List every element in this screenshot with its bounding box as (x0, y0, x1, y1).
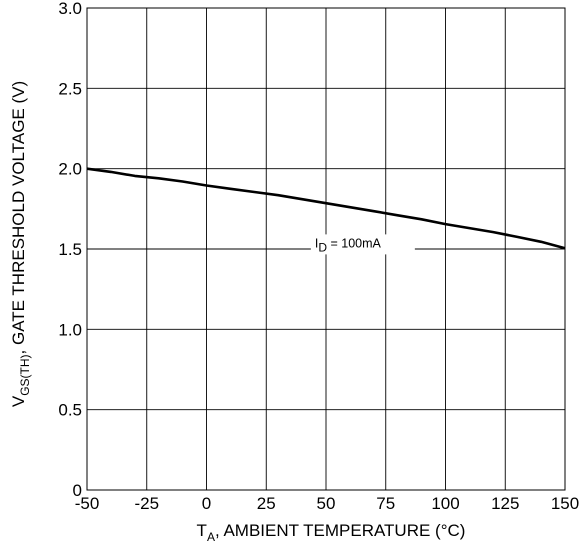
y-axis-label: VGS(TH), GATE THRESHOLD VOLTAGE (V) (9, 81, 32, 407)
x-tick-label: -50 (75, 494, 100, 513)
series-line (86, 167, 566, 250)
y-tick-label: 2.5 (58, 79, 82, 98)
x-tick-label: 100 (431, 494, 459, 513)
annotation-id-100ma: ID = 100mA (315, 236, 382, 254)
y-tick-labels: 0 0.5 1.0 1.5 2.0 2.5 3.0 (58, 0, 82, 500)
x-tick-label: -25 (134, 494, 159, 513)
plot-frame (86, 7, 566, 491)
y-tick-label: 2.0 (58, 160, 82, 179)
x-tick-label: 125 (491, 494, 519, 513)
x-axis-label: TA, AMBIENT TEMPERATURE (°C) (197, 521, 466, 544)
x-tick-label: 150 (551, 494, 579, 513)
y-tick-label: 1.0 (58, 320, 82, 339)
y-tick-label: 0.5 (58, 401, 82, 420)
y-tick-label: 0 (73, 481, 82, 500)
y-tick-label: 1.5 (58, 240, 82, 259)
y-tick-label: 3.0 (58, 0, 82, 18)
x-tick-label: 50 (317, 494, 336, 513)
x-tick-label: 0 (202, 494, 211, 513)
x-tick-labels: -50 -25 0 25 50 75 100 125 150 (75, 494, 579, 513)
x-tick-label: 25 (257, 494, 276, 513)
annotation-background (310, 234, 415, 255)
x-tick-label: 75 (376, 494, 395, 513)
